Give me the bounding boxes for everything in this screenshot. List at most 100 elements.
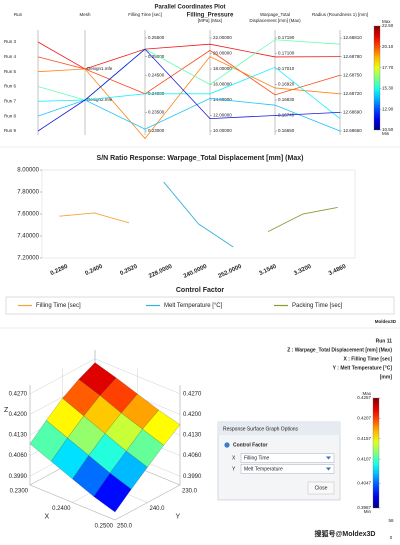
tick-label: 0.16920 [278, 82, 295, 87]
colorbar-min: Min [382, 131, 390, 136]
axis-label: Warpage_Total [260, 12, 290, 17]
grid-line [29, 484, 116, 521]
series-line [59, 212, 130, 224]
run-label: Run 9 [4, 128, 17, 133]
y-tick-label: 7.40000 [17, 234, 39, 240]
tick-label: 22.00000 [213, 35, 232, 40]
tick-label: 0.24500 [148, 72, 165, 77]
axis-label: Run [14, 12, 23, 17]
z-tick-label: 0.4200 [183, 412, 202, 418]
row-axis: Y [232, 466, 236, 472]
legend-label: Packing Time [sec] [292, 303, 343, 309]
tick-label: 12.68660 [343, 128, 362, 133]
colorbar [372, 397, 380, 509]
z-tick-label: 0.4130 [183, 433, 202, 439]
tick-label: 12.00000 [213, 113, 232, 118]
colorbar-min: Min [364, 509, 372, 514]
z-tick-label: 0.4270 [183, 391, 202, 397]
tick-label: 0.17190 [278, 35, 295, 40]
colorbar-tick-label: 0.3987 [357, 505, 371, 510]
dropdown[interactable] [240, 453, 335, 463]
colorbar-tick-label: 0.4207 [357, 416, 371, 421]
z-tick-label: 0.3990 [183, 474, 202, 480]
y-tick-label: 8.00000 [17, 168, 39, 174]
run-label: Run 6 [4, 84, 17, 89]
z-tick-label: 0.3990 [9, 474, 28, 480]
legend-label: Melt Temperature [°C] [164, 303, 223, 309]
mesh-label: Design2.mfe [87, 97, 113, 102]
corner-label: 0 [390, 535, 393, 540]
z-tick-label: 0.4060 [183, 453, 202, 459]
x-axis-name: X [45, 513, 50, 520]
surface-patch [93, 472, 132, 513]
colorbar-max: Max [382, 19, 391, 24]
row-axis: X [232, 455, 236, 461]
run-line [37, 66, 341, 119]
z-tick-label: 0.4130 [9, 433, 28, 439]
y-axis-name: Y [176, 513, 181, 520]
colorbar-tick-label: 15.30 [382, 86, 394, 91]
logo: Moldex3D [375, 319, 397, 324]
legend-box [5, 296, 395, 315]
z-tick-label: 0.4270 [9, 391, 28, 397]
y-tick-label: 7.80000 [17, 190, 39, 196]
corner-label: 58 [388, 518, 394, 523]
run-line [37, 41, 341, 70]
tick-label: 20.00000 [213, 51, 232, 56]
close-button[interactable] [307, 481, 335, 495]
colorbar-tick-label: 20.10 [382, 44, 394, 49]
tick-label: 0.23000 [148, 128, 165, 133]
run-line [37, 49, 341, 96]
tick-label: 12.68750 [343, 72, 362, 77]
chart-title: Parallel Coordinates Plot [154, 5, 225, 11]
colorbar-tick-label: 0.4047 [357, 481, 371, 486]
colorbar-tick-label: 10.50 [382, 127, 394, 132]
x-axis-label: Control Factor [176, 287, 224, 294]
colorbar-tick-label: 12.90 [382, 106, 394, 111]
dropdown-arrow [326, 467, 331, 471]
z-axis-name: Z [4, 407, 9, 414]
dropdown-value: Melt Temperature [244, 466, 283, 472]
legend-label: Filling Time [sec] [36, 303, 81, 309]
colorbar-max: Max [362, 391, 371, 396]
x-tick-label: 0.2400 [52, 506, 71, 512]
tick-label: 12.68810 [343, 35, 362, 40]
tick-label: 16.00000 [213, 82, 232, 87]
dialog-titlebar [218, 422, 340, 435]
tick-label: 0.23500 [148, 110, 165, 115]
axis-label: Mesh [79, 12, 91, 17]
header-x: X : Filling Time [sec] [343, 356, 392, 362]
section-icon [224, 442, 230, 448]
tick-label: 12.68690 [343, 110, 362, 115]
series-line [163, 181, 234, 248]
options-dialog: Response Surface Graph Options Control F… [217, 421, 341, 501]
y-tick-label: 7.20000 [17, 256, 39, 262]
watermark: 搜狐号@Moldex3D [315, 529, 376, 538]
y-tick-label: 250.0 [117, 524, 133, 530]
run-line [37, 56, 341, 140]
run-label: Run 3 [4, 39, 17, 44]
tick-label: 0.25000 [148, 54, 165, 59]
tick-label: 10.00000 [213, 128, 232, 133]
axis-label: Filling Time [sec] [128, 12, 162, 17]
colorbar-tick-label: 0.4107 [357, 456, 371, 461]
colorbar-tick-label: 0.4257 [357, 395, 371, 400]
dropdown-arrow [326, 456, 331, 460]
axis-label: Displacement [mm] (Max) [249, 18, 301, 23]
colorbar-tick-label: 17.70 [382, 65, 394, 70]
tick-label: 0.17100 [278, 51, 295, 56]
y-tick-label: 7.60000 [17, 212, 39, 218]
tick-label: 0.17010 [278, 66, 295, 71]
header-unit: [mm] [380, 374, 393, 380]
run-line [37, 48, 341, 132]
dropdown[interactable] [240, 464, 335, 474]
x-tick-label: 0.2500 [95, 524, 114, 530]
y-tick-label: 240.0 [150, 506, 166, 512]
header-run: Run 11 [376, 338, 393, 344]
run-label: Run 7 [4, 99, 17, 104]
run-label: Run 4 [4, 54, 17, 59]
tick-label: 12.68720 [343, 91, 362, 96]
x-tick-label: 0.2300 [10, 489, 29, 495]
tick-label: 0.16650 [278, 128, 295, 133]
run-line [37, 39, 341, 101]
